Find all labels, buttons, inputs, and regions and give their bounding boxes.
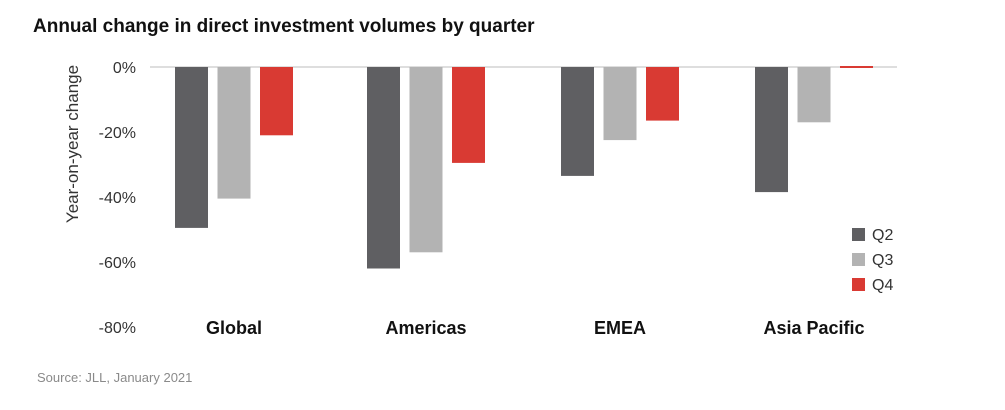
bar-emea-q2 bbox=[561, 67, 594, 176]
y-axis-label: Year-on-year change bbox=[63, 65, 82, 223]
bar-asia-pacific-q2 bbox=[755, 67, 788, 193]
y-tick-label: -80% bbox=[99, 320, 136, 337]
category-label: Global bbox=[206, 318, 262, 338]
legend-label-q4: Q4 bbox=[872, 277, 893, 294]
bar-americas-q4 bbox=[452, 67, 485, 163]
y-axis-ticks: 0% -20% -40% -60% -80% bbox=[99, 60, 136, 337]
legend: Q2 Q3 Q4 bbox=[852, 227, 893, 294]
bar-americas-q3 bbox=[409, 67, 443, 253]
category-labels: Global Americas EMEA Asia Pacific bbox=[206, 318, 865, 338]
legend-label-q3: Q3 bbox=[872, 252, 893, 269]
source-note: Source: JLL, January 2021 bbox=[37, 370, 193, 385]
y-tick-label: -40% bbox=[99, 190, 136, 207]
bars bbox=[175, 66, 873, 269]
bar-americas-q2 bbox=[367, 67, 400, 269]
legend-swatch-q2 bbox=[852, 228, 865, 241]
category-label: Americas bbox=[385, 318, 466, 338]
category-label: EMEA bbox=[594, 318, 646, 338]
bar-global-q3 bbox=[217, 67, 251, 199]
chart-title: Annual change in direct investment volum… bbox=[33, 16, 535, 37]
y-axis-label-group: Year-on-year change bbox=[63, 65, 82, 223]
bar-asia-pacific-q4 bbox=[840, 66, 873, 68]
category-label: Asia Pacific bbox=[763, 318, 864, 338]
legend-swatch-q4 bbox=[852, 278, 865, 291]
bar-emea-q3 bbox=[603, 67, 637, 141]
bar-global-q4 bbox=[260, 67, 293, 136]
y-tick-label: -60% bbox=[99, 255, 136, 272]
bar-global-q2 bbox=[175, 67, 208, 228]
legend-label-q2: Q2 bbox=[872, 227, 893, 244]
bar-emea-q4 bbox=[646, 67, 679, 121]
legend-swatch-q3 bbox=[852, 253, 865, 266]
y-tick-label: 0% bbox=[113, 60, 136, 77]
y-tick-label: -20% bbox=[99, 125, 136, 142]
bar-asia-pacific-q3 bbox=[797, 67, 831, 123]
